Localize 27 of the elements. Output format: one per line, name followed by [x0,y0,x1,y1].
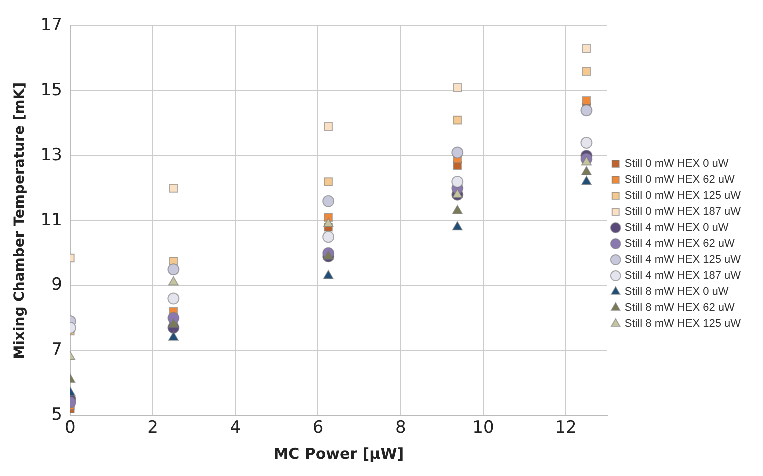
legend-label: Still 4 mW HEX 0 uW [624,222,730,234]
x-tick-label: 0 [65,418,76,438]
legend-label: Still 8 mW HEX 125 uW [624,318,742,330]
y-tick-label: 17 [40,16,62,36]
legend-label: Still 0 mW HEX 187 uW [624,206,742,218]
legend-label: Still 4 mW HEX 62 uW [624,238,736,250]
x-tick-label: 12 [555,418,577,438]
legend-label: Still 0 mW HEX 125 uW [624,190,742,202]
x-tick-label: 8 [395,418,406,438]
y-tick-label: 13 [40,145,62,166]
y-tick-label: 9 [52,275,62,296]
x-tick-label: 2 [148,418,158,438]
y-axis-title: Mixing Chamber Temperature [mK] [12,82,28,360]
legend-label: Still 0 mW HEX 62 uW [624,174,736,186]
x-tick-label: 4 [230,418,242,438]
x-tick-label: 6 [312,418,324,438]
legend-label: Still 8 mW HEX 62 uW [624,302,736,314]
legend-label: Still 8 mW HEX 0 uW [624,286,730,298]
y-tick-label: 5 [52,405,62,426]
legend-label: Still 4 mW HEX 187 uW [624,270,742,282]
y-tick-label: 7 [52,340,62,360]
y-tick-label: 15 [40,80,62,101]
y-tick-label: 11 [40,210,62,230]
legend-label: Still 0 mW HEX 0 uW [624,158,730,170]
x-tick-label: 10 [472,418,494,438]
legend-label: Still 4 mW HEX 125 uW [624,254,742,266]
x-axis-title: MC Power [μW] [274,444,404,463]
